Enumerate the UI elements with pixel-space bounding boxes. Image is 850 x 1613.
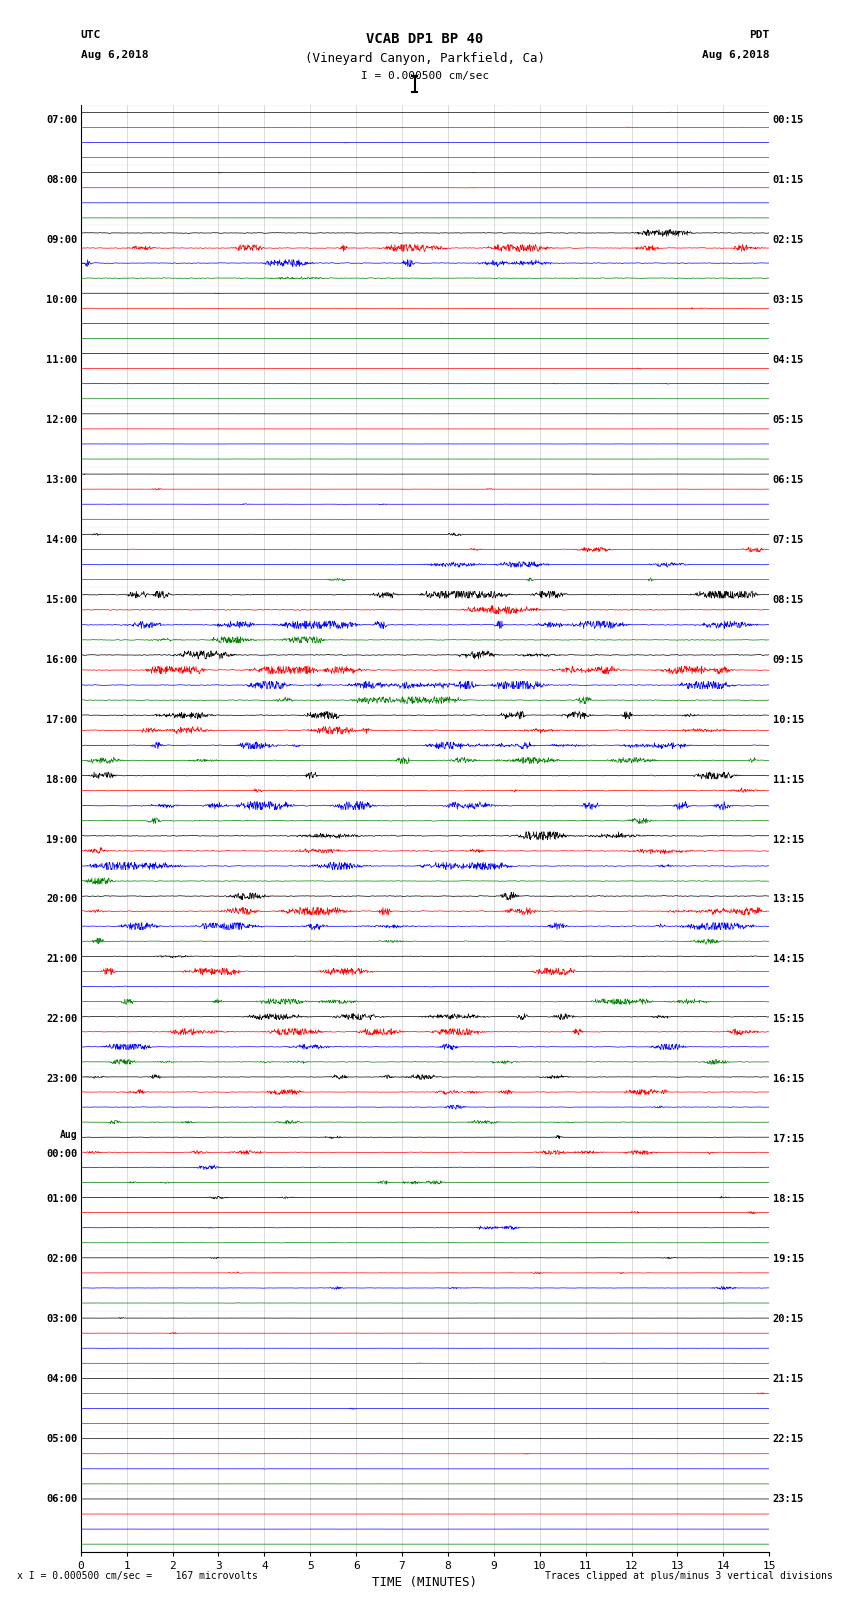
Text: I = 0.000500 cm/sec: I = 0.000500 cm/sec — [361, 71, 489, 81]
Text: 20:15: 20:15 — [773, 1315, 804, 1324]
Text: PDT: PDT — [749, 31, 769, 40]
Text: 10:15: 10:15 — [773, 715, 804, 724]
Text: 04:15: 04:15 — [773, 355, 804, 365]
Text: 02:00: 02:00 — [46, 1255, 77, 1265]
Text: 00:00: 00:00 — [46, 1150, 77, 1160]
Text: 06:15: 06:15 — [773, 474, 804, 484]
Text: 17:15: 17:15 — [773, 1134, 804, 1144]
Text: 22:00: 22:00 — [46, 1015, 77, 1024]
Text: 08:15: 08:15 — [773, 595, 804, 605]
Text: 12:00: 12:00 — [46, 415, 77, 424]
Text: 01:15: 01:15 — [773, 174, 804, 185]
Text: 02:15: 02:15 — [773, 235, 804, 245]
Text: 12:15: 12:15 — [773, 834, 804, 845]
Text: 21:00: 21:00 — [46, 955, 77, 965]
Text: 09:15: 09:15 — [773, 655, 804, 665]
Text: 15:00: 15:00 — [46, 595, 77, 605]
Text: 03:15: 03:15 — [773, 295, 804, 305]
Text: 08:00: 08:00 — [46, 174, 77, 185]
Text: 23:00: 23:00 — [46, 1074, 77, 1084]
Text: Aug 6,2018: Aug 6,2018 — [81, 50, 148, 60]
Text: UTC: UTC — [81, 31, 101, 40]
X-axis label: TIME (MINUTES): TIME (MINUTES) — [372, 1576, 478, 1589]
Text: 14:00: 14:00 — [46, 534, 77, 545]
Text: 23:15: 23:15 — [773, 1494, 804, 1505]
Text: 20:00: 20:00 — [46, 895, 77, 905]
Text: (Vineyard Canyon, Parkfield, Ca): (Vineyard Canyon, Parkfield, Ca) — [305, 52, 545, 65]
Text: 22:15: 22:15 — [773, 1434, 804, 1444]
Text: 18:00: 18:00 — [46, 774, 77, 784]
Text: 16:15: 16:15 — [773, 1074, 804, 1084]
Text: 06:00: 06:00 — [46, 1494, 77, 1505]
Text: 17:00: 17:00 — [46, 715, 77, 724]
Text: Aug 6,2018: Aug 6,2018 — [702, 50, 769, 60]
Text: x I = 0.000500 cm/sec =    167 microvolts: x I = 0.000500 cm/sec = 167 microvolts — [17, 1571, 258, 1581]
Text: 16:00: 16:00 — [46, 655, 77, 665]
Text: 13:15: 13:15 — [773, 895, 804, 905]
Text: 05:15: 05:15 — [773, 415, 804, 424]
Text: 07:15: 07:15 — [773, 534, 804, 545]
Text: 18:15: 18:15 — [773, 1194, 804, 1205]
Text: 00:15: 00:15 — [773, 115, 804, 124]
Text: 04:00: 04:00 — [46, 1374, 77, 1384]
Text: 07:00: 07:00 — [46, 115, 77, 124]
Text: 03:00: 03:00 — [46, 1315, 77, 1324]
Text: Aug: Aug — [60, 1131, 77, 1140]
Text: 15:15: 15:15 — [773, 1015, 804, 1024]
Text: 14:15: 14:15 — [773, 955, 804, 965]
Text: 21:15: 21:15 — [773, 1374, 804, 1384]
Text: 10:00: 10:00 — [46, 295, 77, 305]
Text: 19:00: 19:00 — [46, 834, 77, 845]
Text: 13:00: 13:00 — [46, 474, 77, 484]
Text: 11:00: 11:00 — [46, 355, 77, 365]
Text: 09:00: 09:00 — [46, 235, 77, 245]
Text: Traces clipped at plus/minus 3 vertical divisions: Traces clipped at plus/minus 3 vertical … — [545, 1571, 833, 1581]
Text: 05:00: 05:00 — [46, 1434, 77, 1444]
Text: VCAB DP1 BP 40: VCAB DP1 BP 40 — [366, 32, 484, 45]
Text: 19:15: 19:15 — [773, 1255, 804, 1265]
Text: 11:15: 11:15 — [773, 774, 804, 784]
Text: 01:00: 01:00 — [46, 1194, 77, 1205]
